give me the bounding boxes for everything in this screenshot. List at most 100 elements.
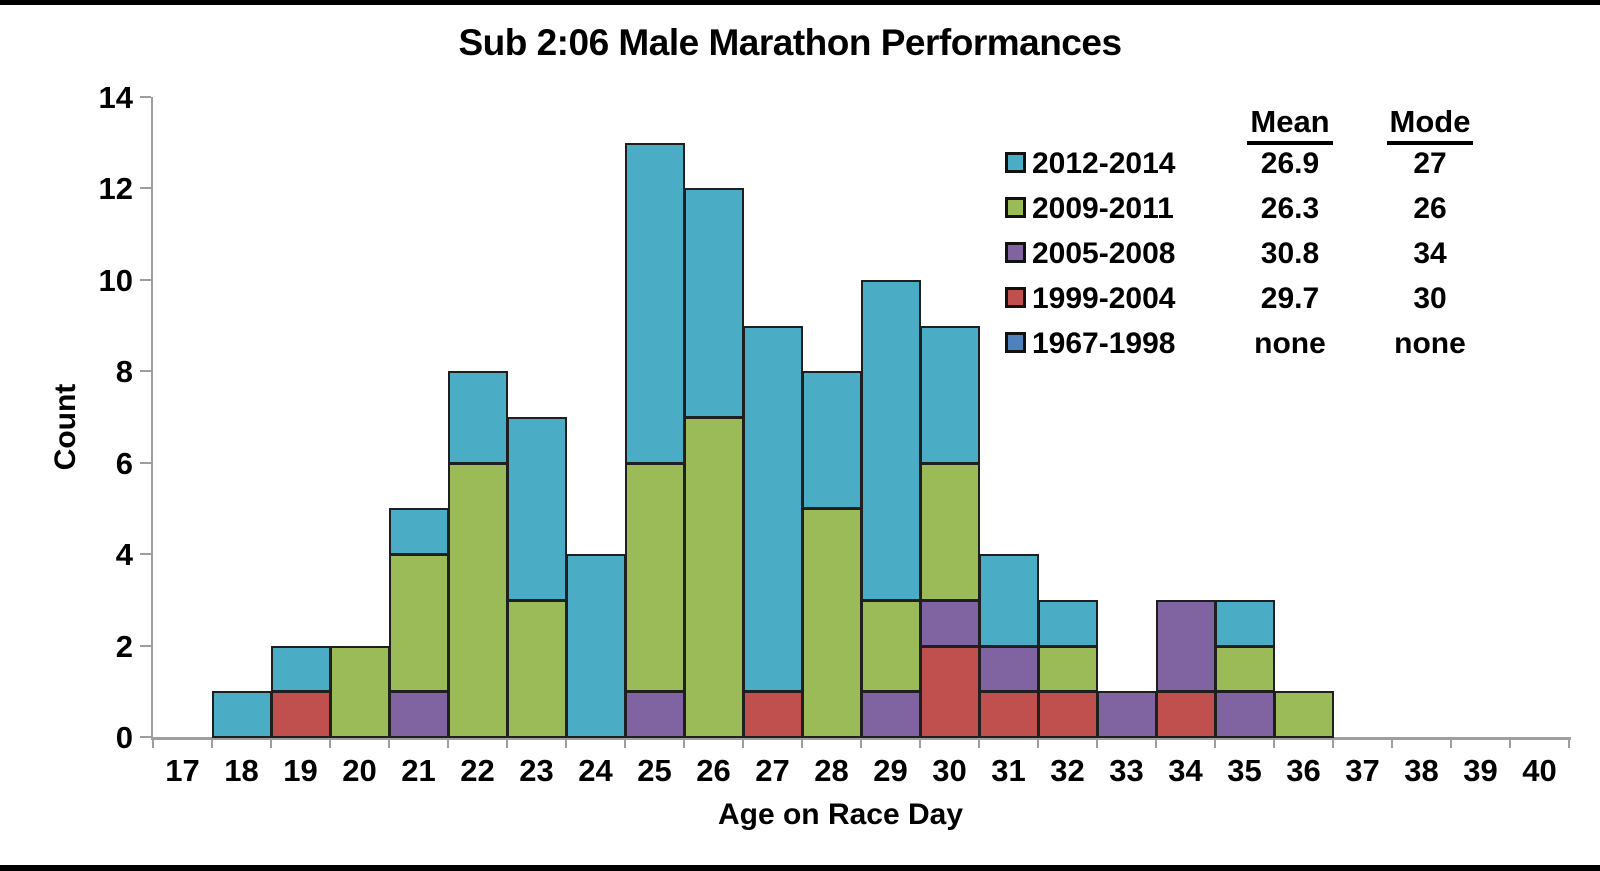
x-tick-mark (1214, 739, 1216, 748)
mode-value-2009-2011: 26 (1413, 192, 1447, 225)
bar-segment-age27-1999-2004 (743, 691, 803, 738)
bar-segment-age24-2012-2014 (566, 554, 626, 738)
bar-segment-age19-2012-2014 (271, 645, 331, 693)
bar-segment-age26-2009-2011 (684, 417, 744, 738)
x-tick-label: 39 (1463, 753, 1498, 788)
bar-segment-age25-2009-2011 (625, 462, 685, 693)
x-tick-label: 32 (1050, 753, 1085, 788)
x-tick-mark (801, 739, 803, 748)
x-tick-mark (1273, 739, 1275, 748)
bar-segment-age35-2012-2014 (1215, 599, 1275, 647)
y-tick-mark (140, 187, 151, 190)
bar-segment-age31-2005-2008 (979, 645, 1039, 693)
legend-swatch-2012-2014 (1005, 152, 1026, 173)
mode-value-1999-2004: 30 (1413, 282, 1447, 315)
x-axis-title: Age on Race Day (717, 798, 964, 831)
x-tick-label: 26 (696, 753, 731, 788)
bar-segment-age34-2005-2008 (1156, 599, 1216, 693)
x-tick-label: 29 (873, 753, 908, 788)
x-tick-mark (978, 739, 980, 748)
x-tick-label: 17 (165, 753, 200, 788)
y-tick-mark (140, 370, 151, 373)
bar-segment-age26-2012-2014 (684, 188, 744, 418)
x-tick-label: 36 (1286, 753, 1321, 788)
mean-value-1999-2004: 29.7 (1260, 282, 1320, 315)
bar-segment-age30-2005-2008 (920, 599, 980, 647)
y-tick-label: 4 (115, 537, 133, 573)
legend-swatch-2005-2008 (1005, 242, 1026, 263)
y-tick-mark (140, 278, 151, 281)
x-tick-mark (1568, 739, 1570, 748)
bar-segment-age30-1999-2004 (920, 645, 980, 738)
x-tick-mark (565, 739, 567, 748)
x-tick-mark (860, 739, 862, 748)
bar-segment-age27-2012-2014 (743, 325, 803, 693)
chart-title: Sub 2:06 Male Marathon Performances (458, 22, 1122, 63)
x-tick-label: 24 (578, 753, 613, 788)
bar-segment-age35-2009-2011 (1215, 645, 1275, 693)
bar-segment-age31-2012-2014 (979, 554, 1039, 647)
x-tick-mark (211, 739, 213, 748)
y-tick-mark (140, 736, 151, 738)
bar-segment-age18-2012-2014 (212, 691, 272, 738)
x-tick-label: 28 (814, 753, 849, 788)
bar-segment-age32-2012-2014 (1038, 599, 1098, 647)
x-axis-line (151, 737, 1571, 740)
x-tick-mark (1450, 739, 1452, 748)
x-tick-label: 38 (1404, 753, 1439, 788)
bar-segment-age21-2009-2011 (389, 554, 449, 693)
x-tick-label: 20 (342, 753, 377, 788)
y-tick-label: 2 (115, 628, 133, 664)
legend-swatch-1967-1998 (1005, 332, 1026, 353)
x-tick-mark (270, 739, 272, 748)
mode-column-header: Mode (1365, 104, 1495, 145)
mode-value-1967-1998: none (1394, 327, 1466, 360)
y-tick-label: 12 (98, 171, 133, 207)
bar-segment-age33-2005-2008 (1097, 691, 1157, 738)
bar-segment-age29-2005-2008 (861, 691, 921, 738)
x-tick-mark (624, 739, 626, 748)
x-tick-label: 31 (991, 753, 1026, 788)
legend-label-1999-2004: 1999-2004 (1032, 282, 1176, 315)
x-tick-mark (506, 739, 508, 748)
bar-segment-age32-1999-2004 (1038, 691, 1098, 738)
x-tick-label: 18 (224, 753, 259, 788)
legend-swatch-2009-2011 (1005, 197, 1026, 218)
bar-segment-age30-2012-2014 (920, 325, 980, 464)
bar-segment-age35-2005-2008 (1215, 691, 1275, 738)
bar-segment-age25-2012-2014 (625, 142, 685, 464)
x-tick-label: 23 (519, 753, 554, 788)
x-tick-mark (1096, 739, 1098, 748)
legend-swatch-1999-2004 (1005, 287, 1026, 308)
legend-label-2009-2011: 2009-2011 (1032, 192, 1174, 225)
x-tick-label: 30 (932, 753, 967, 788)
x-tick-mark (1509, 739, 1511, 748)
x-tick-label: 22 (460, 753, 495, 788)
bar-segment-age32-2009-2011 (1038, 645, 1098, 693)
bar-segment-age34-1999-2004 (1156, 691, 1216, 738)
bar-segment-age28-2009-2011 (802, 508, 862, 738)
x-tick-label: 25 (637, 753, 672, 788)
bottom-border-bar (0, 865, 1600, 871)
bar-segment-age29-2012-2014 (861, 279, 921, 601)
bar-segment-age21-2012-2014 (389, 508, 449, 556)
mode-value-2012-2014: 27 (1413, 147, 1447, 180)
x-tick-mark (683, 739, 685, 748)
bar-segment-age23-2012-2014 (507, 417, 567, 601)
mean-value-2012-2014: 26.9 (1260, 147, 1320, 180)
mean-value-2009-2011: 26.3 (1260, 192, 1320, 225)
x-tick-mark (1155, 739, 1157, 748)
mean-column-header: Mean (1225, 104, 1355, 145)
x-tick-label: 34 (1168, 753, 1203, 788)
x-tick-label: 37 (1345, 753, 1380, 788)
x-tick-label: 27 (755, 753, 790, 788)
top-border-bar (0, 0, 1600, 5)
x-tick-label: 33 (1109, 753, 1144, 788)
bar-segment-age22-2012-2014 (448, 371, 508, 464)
y-tick-mark (140, 644, 151, 647)
x-tick-label: 35 (1227, 753, 1262, 788)
bar-segment-age22-2009-2011 (448, 462, 508, 738)
x-tick-mark (447, 739, 449, 748)
mean-value-1967-1998: none (1254, 327, 1326, 360)
